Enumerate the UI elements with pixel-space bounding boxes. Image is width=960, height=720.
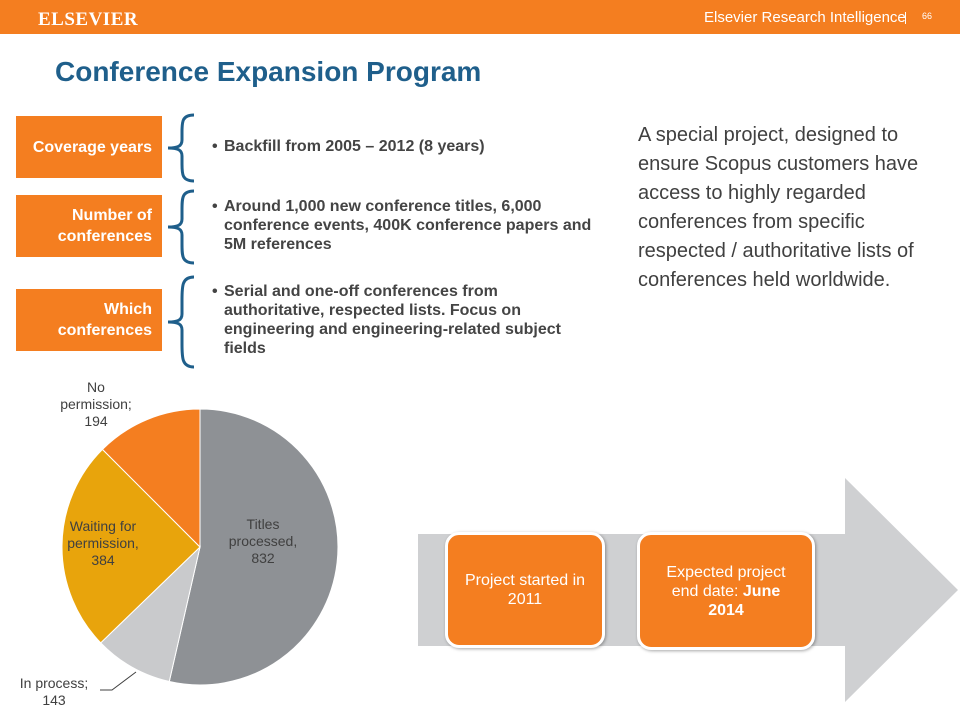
label-coverage-years-text: Coverage years [32,138,152,156]
pie-label-line: In process; [19,675,89,691]
page-number: 66 [922,11,933,21]
pie-label-line: 194 [84,413,108,429]
pie-slice-in-process [100,545,201,683]
milestone-project-start: Project started in 2011 [445,532,605,648]
elsevier-logo: ELSEVIER [38,9,139,30]
pie-label-line: processed, [228,533,298,549]
pie-label-line: 832 [251,550,275,566]
pie-slice-waiting-for-permission [61,448,201,644]
brand-name: Elsevier Research Intelligence [704,9,906,26]
curly-brace-icon [167,113,195,183]
pie-label-in-process: In process; 143 [4,675,104,709]
bullet-number-text: Around 1,000 new conference titles, 6,00… [224,198,592,253]
pie-label-line: Titles [246,516,280,532]
pie-slice-titles-processed [168,408,339,686]
milestone-project-end: Expected project end date: June 2014 [637,532,815,650]
label-which-conferences: Which conferences [16,289,162,351]
curly-brace-icon [167,189,195,265]
label-number-of-conferences-text: Number of conferences [57,207,152,245]
milestone-end-prefix: Expected project end date: [666,563,786,600]
milestone-project-end-text: Expected project end date: June 2014 [652,563,800,620]
label-which-conferences-text: Which conferences [57,301,152,339]
project-description: A special project, designed to ensure Sc… [638,124,919,291]
pie-label-no-permission: No permission; 194 [46,379,146,430]
bullet-number: • Around 1,000 new conference titles, 6,… [212,197,597,254]
pie-label-line: 384 [91,552,115,568]
bullet-dot: • [212,283,218,300]
milestone-end-date: June 2014 [708,582,781,619]
pie-label-titles-processed: Titles processed, 832 [223,516,303,567]
bullet-dot: • [212,138,218,155]
header-bar: ELSEVIER Elsevier Research Intelligence … [0,0,960,34]
curly-brace-icon [167,275,195,369]
bullet-coverage-text: Backfill from 2005 – 2012 (8 years) [224,138,485,155]
pie-label-line: No [87,379,105,395]
header-separator [905,12,906,24]
milestone-project-start-text: Project started in 2011 [464,572,586,608]
bullet-which-text: Serial and one-off conferences from auth… [224,283,561,357]
label-number-of-conferences: Number of conferences [16,195,162,257]
pie-slice-no-permission [101,408,201,549]
bullet-coverage: • Backfill from 2005 – 2012 (8 years) [212,137,597,156]
pie-label-line: permission; [60,396,132,412]
pie-label-waiting: Waiting for permission, 384 [58,518,148,569]
in-process-leader-line [100,671,137,691]
slide-title: Conference Expansion Program [55,56,482,87]
pie-label-line: 143 [42,692,66,708]
label-coverage-years: Coverage years [16,116,162,178]
status-pie-chart [61,408,339,691]
pie-label-line: permission, [67,535,139,551]
bullet-which: • Serial and one-off conferences from au… [212,282,597,358]
bullet-dot: • [212,198,218,215]
pie-label-line: Waiting for [69,518,137,534]
